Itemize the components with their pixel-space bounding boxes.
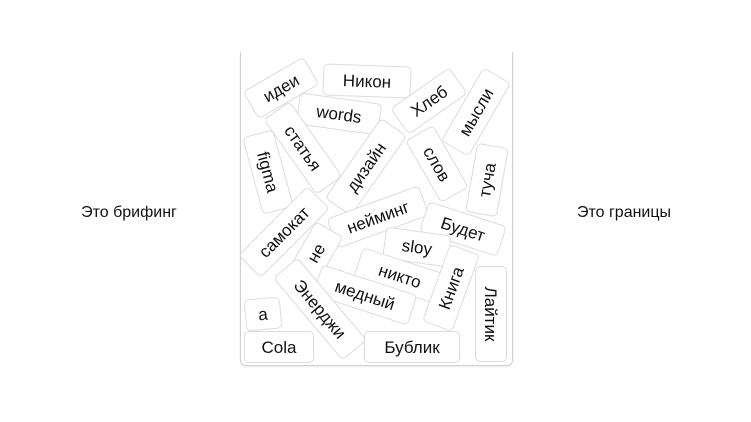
word-tile[interactable]: Лайтик	[475, 266, 507, 362]
word-tile[interactable]: Никон	[322, 63, 412, 99]
left-label: Это брифинг	[81, 204, 177, 221]
word-tile[interactable]: Бублик	[364, 331, 460, 363]
word-tile[interactable]: a	[243, 296, 283, 332]
word-tile[interactable]: Cola	[244, 331, 314, 363]
right-label: Это границы	[576, 204, 672, 221]
word-container	[240, 52, 513, 366]
